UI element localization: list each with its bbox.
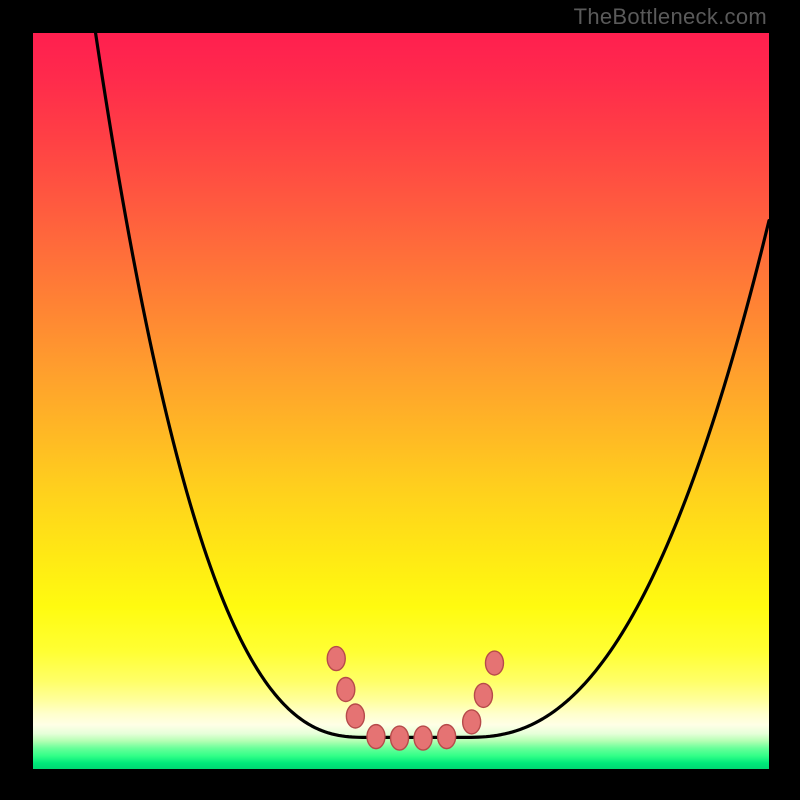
gradient-background [33, 33, 769, 769]
watermark-text: TheBottleneck.com [574, 4, 767, 30]
chart-frame [33, 33, 769, 769]
chart-stage: TheBottleneck.com [0, 0, 800, 800]
